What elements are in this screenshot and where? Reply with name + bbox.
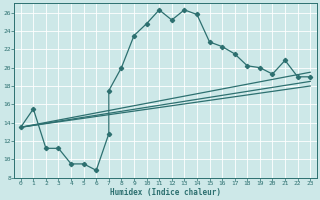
X-axis label: Humidex (Indice chaleur): Humidex (Indice chaleur) <box>110 188 221 197</box>
